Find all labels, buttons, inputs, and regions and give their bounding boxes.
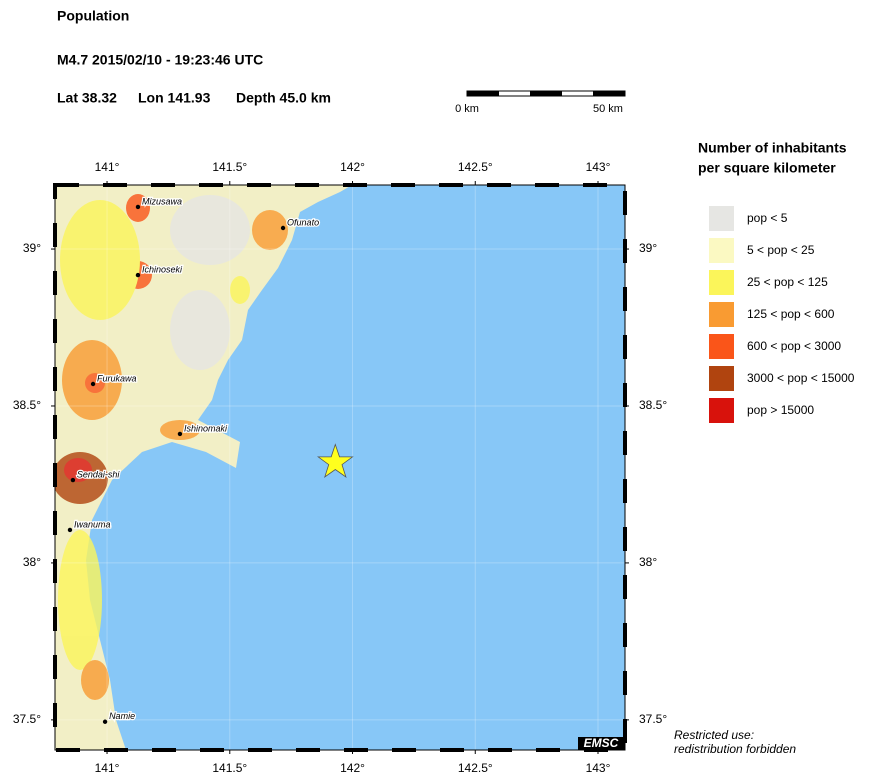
y-tick-label: 39°: [23, 241, 41, 255]
legend-label: pop < 5: [747, 211, 788, 225]
credit: EMSC: [584, 736, 619, 750]
y-tick-label: 37.5°: [639, 712, 667, 726]
y-tick-label: 38.5°: [13, 398, 41, 412]
scale-bar: 0 km 50 km: [455, 90, 626, 115]
legend: Number of inhabitants per square kilomet…: [698, 140, 855, 423]
note: Restricted use:: [674, 728, 754, 742]
city-label: Iwanuma: [74, 519, 111, 529]
epicenter: [316, 443, 354, 479]
map-frame-checker: [53, 183, 627, 752]
scale-bar-segment: [467, 91, 499, 96]
legend-label: 600 < pop < 3000: [747, 339, 841, 353]
scale-end: 50 km: [593, 103, 623, 115]
y-tick-label: 38.5°: [639, 398, 667, 412]
city-label: Ichinoseki: [142, 264, 183, 274]
legend-title: per square kilometer: [698, 160, 836, 176]
x-tick-label: 141°: [95, 761, 120, 775]
y-tick-label: 37.5°: [13, 712, 41, 726]
legend-label: 3000 < pop < 15000: [747, 371, 855, 385]
title: Population: [57, 8, 129, 24]
city-dot: [102, 719, 108, 724]
legend-swatch: [709, 366, 734, 391]
legend-label: pop > 15000: [747, 403, 814, 417]
lon-label: Lon 141.93: [138, 90, 211, 106]
city-dot: [90, 381, 96, 387]
event-info: M4.7 2015/02/10 - 19:23:46 UTC: [57, 52, 263, 68]
scale-bar-segment: [593, 91, 625, 96]
lat-label: Lat 38.32: [57, 90, 117, 106]
legend-swatch: [709, 302, 734, 327]
city-dot: [280, 225, 286, 231]
x-tick-label: 142°: [340, 761, 365, 775]
legend-swatch: [709, 270, 734, 295]
city-label: Sendai-shi: [77, 469, 121, 479]
land: [55, 185, 352, 750]
city-label: Ishinomaki: [184, 423, 228, 433]
x-tick-label: 141.5°: [212, 160, 247, 174]
city-dot: [177, 431, 183, 437]
depth-label: Depth 45.0 km: [236, 90, 331, 106]
legend-swatch: [709, 206, 734, 231]
population-patches: [55, 194, 288, 700]
city-dot: [67, 527, 73, 533]
x-tick-label: 142.5°: [458, 160, 493, 174]
legend-label: 5 < pop < 25: [747, 243, 815, 257]
city-label: Mizusawa: [142, 196, 182, 206]
credit-box: [578, 737, 625, 750]
scale-bar-segment: [530, 91, 562, 96]
y-tick-label: 39°: [639, 241, 657, 255]
legend-swatch: [709, 238, 734, 263]
y-tick-label: 38°: [639, 555, 657, 569]
legend-swatch: [709, 334, 734, 359]
x-tick-label: 141.5°: [212, 761, 247, 775]
note: redistribution forbidden: [674, 742, 796, 756]
legend-label: 125 < pop < 600: [747, 307, 835, 321]
city-label: Furukawa: [97, 373, 137, 383]
city-dot: [135, 204, 141, 210]
x-tick-label: 143°: [586, 160, 611, 174]
x-tick-label: 142°: [340, 160, 365, 174]
y-tick-label: 38°: [23, 555, 41, 569]
scale-start: 0 km: [455, 103, 479, 115]
city-label: Namie: [109, 711, 135, 721]
legend-label: 25 < pop < 125: [747, 275, 828, 289]
city-dot: [70, 477, 76, 483]
x-tick-label: 141°: [95, 160, 120, 174]
x-tick-label: 143°: [586, 761, 611, 775]
city-label: Ofunato: [287, 217, 319, 227]
city-dot: [135, 272, 141, 278]
legend-swatch: [709, 398, 734, 423]
legend-title: Number of inhabitants: [698, 140, 847, 156]
x-tick-label: 142.5°: [458, 761, 493, 775]
